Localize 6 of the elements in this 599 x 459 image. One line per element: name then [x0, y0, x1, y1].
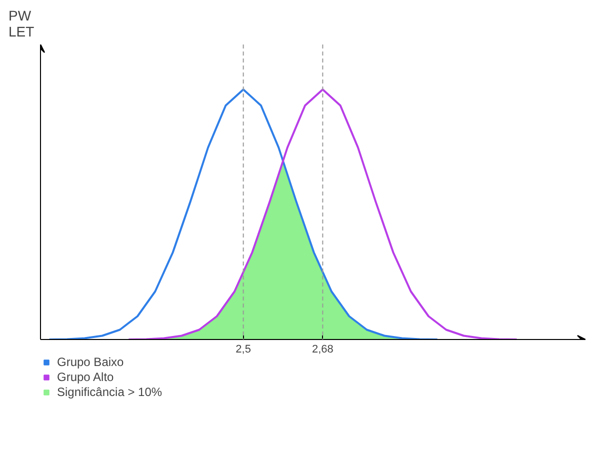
y-axis-title: PW LET [8, 8, 35, 40]
legend-label: Significância > 10% [57, 385, 162, 399]
legend-label: Grupo Alto [57, 370, 114, 384]
legend-label: Grupo Baixo [57, 355, 124, 369]
x-tick-label: 2,5 [236, 344, 251, 356]
x-tick-label: 2,68 [312, 344, 334, 356]
